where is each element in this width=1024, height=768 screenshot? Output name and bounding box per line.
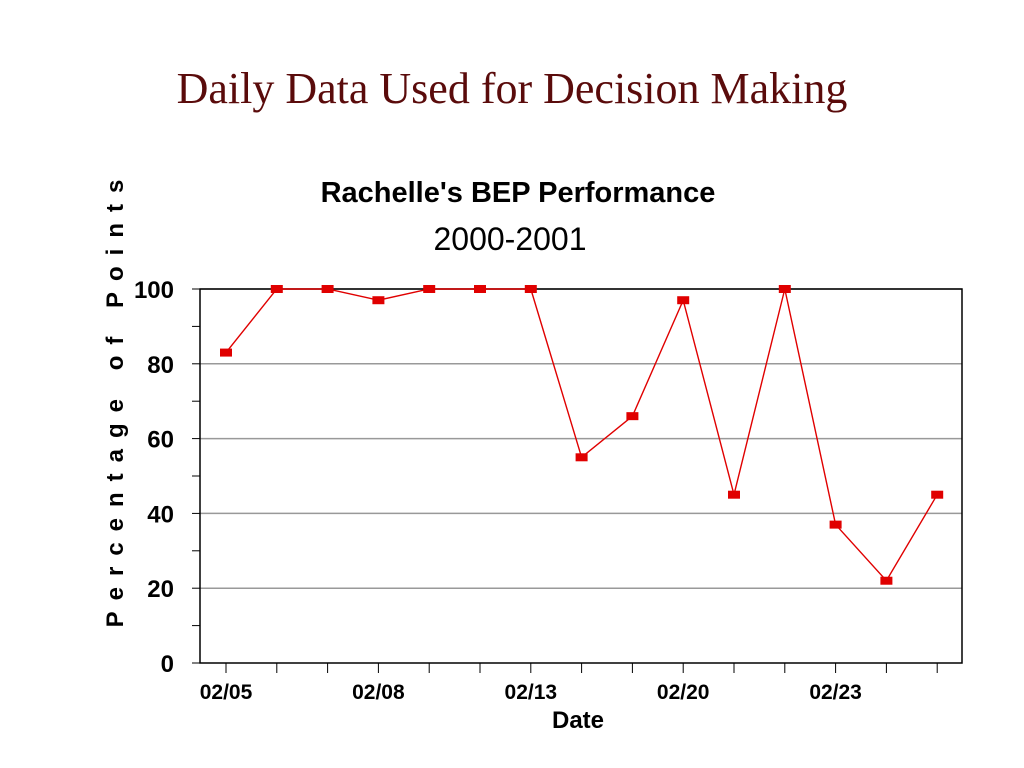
data-point xyxy=(575,453,588,462)
y-axis-title-clip: Percentage of Points xyxy=(95,158,137,638)
data-point xyxy=(778,285,791,293)
x-axis-title: Date xyxy=(552,707,604,734)
data-point xyxy=(423,285,436,293)
y-tick-label: 40 xyxy=(147,501,174,528)
chart: Rachelle's BEP Performance 2000-2001 0 20… xyxy=(0,150,1024,760)
x-tick-label: 02/13 xyxy=(505,681,558,704)
data-point xyxy=(321,285,334,293)
data-point xyxy=(372,296,385,305)
x-axis: 02/05 02/08 02/13 02/20 02/23 xyxy=(200,663,938,704)
data-point xyxy=(270,285,283,293)
chart-title: Rachelle's BEP Performance xyxy=(321,177,716,209)
data-point xyxy=(728,490,740,499)
x-tick-label: 02/05 xyxy=(200,681,253,704)
y-tick-label: 80 xyxy=(147,352,174,379)
data-point xyxy=(677,296,690,305)
series-line xyxy=(220,285,944,585)
y-tick-label: 60 xyxy=(147,427,174,454)
y-tick-label: 20 xyxy=(147,576,174,603)
chart-svg: Rachelle's BEP Performance 2000-2001 0 20… xyxy=(134,177,963,734)
x-tick-label: 02/23 xyxy=(809,681,862,704)
data-point xyxy=(474,285,486,293)
series-path xyxy=(225,288,938,582)
slide-title: Daily Data Used for Decision Making xyxy=(176,64,848,113)
plot-frame xyxy=(199,288,963,664)
y-tick-label: 100 xyxy=(134,277,174,304)
data-point xyxy=(931,490,944,499)
data-point xyxy=(880,576,893,585)
y-tick-label: 0 xyxy=(161,651,174,678)
data-point xyxy=(220,348,232,357)
chart-subtitle: 2000-2001 xyxy=(433,221,586,257)
gridlines xyxy=(200,288,962,589)
data-point xyxy=(626,412,639,421)
x-tick-label: 02/08 xyxy=(352,681,405,704)
y-axis: 0 20 40 60 80 100 xyxy=(134,277,200,678)
x-tick-label: 02/20 xyxy=(657,681,710,704)
data-point xyxy=(524,285,537,293)
y-axis-title: Percentage of Points xyxy=(102,168,129,628)
data-point xyxy=(829,520,842,529)
